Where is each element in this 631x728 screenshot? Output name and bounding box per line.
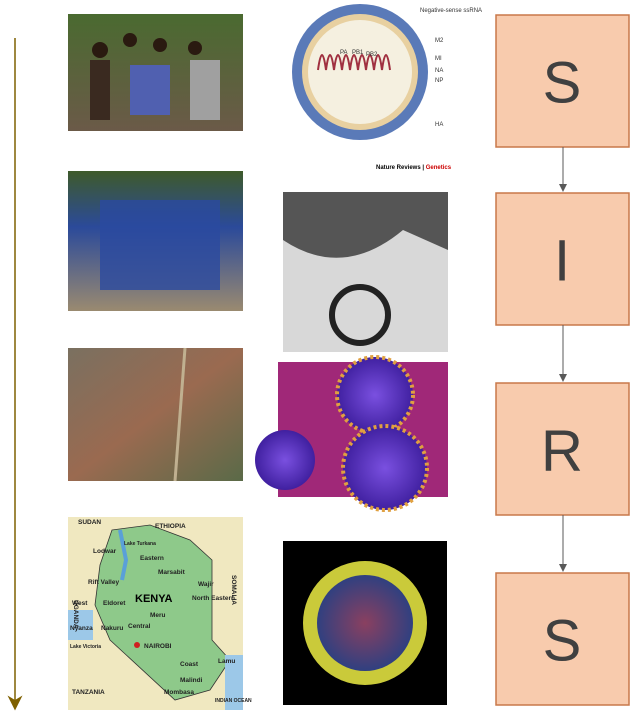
map-label: Central [128,623,151,630]
map-label: Lodwar [93,548,117,555]
map-label: Malindi [180,677,203,684]
stage-box [495,572,630,706]
photo-purple-virus [255,355,448,512]
map-label: Coast [180,661,199,668]
stage-label: I [554,229,570,294]
stage-box [495,382,630,516]
map-label: West [72,600,88,607]
photo-schoolchildren [68,171,243,311]
map-label: SUDAN [78,519,101,526]
map-label: ETHIOPIA [155,523,186,530]
virus-label: PB1 [352,50,364,56]
map-label: SOMALIA [230,575,237,605]
map-label: INDIAN OCEAN [215,698,252,704]
sir-flow: S I R S [495,14,630,706]
stage-label: S [543,609,582,674]
map-label: Marsabit [158,569,186,576]
virus-label: PB2 [366,52,378,58]
map-label: Nyanza [70,625,93,632]
map-label: TANZANIA [72,689,105,696]
map-label: Lake Victoria [70,644,101,650]
kenya-map: SUDAN ETHIOPIA UGANDA SOMALIA TANZANIA K… [68,517,252,710]
map-label: Rift Valley [88,579,119,586]
map-label: Meru [150,612,166,619]
stage-label: R [541,419,583,484]
map-label: NAIROBI [144,643,172,650]
virus-label: M2 [435,38,444,44]
map-label: Lake Turkana [124,541,156,547]
stage-box [495,192,630,326]
map-label: Wajir [198,581,214,588]
credit: Nature Reviews | Genetics [376,165,452,171]
virus-label: Negative-sense ssRNA [420,8,482,14]
map-label: Lamu [218,658,235,665]
virus-label: HA [435,122,443,128]
stage-box [495,14,630,148]
map-label: North Eastern [192,595,235,602]
photo-aerial-town [68,347,243,482]
map-label: KENYA [135,593,173,605]
virus-label: PA [340,50,348,56]
virus-label: MI [435,56,442,62]
map-label: Mombasa [164,689,194,696]
map-label: Eastern [140,555,164,562]
stage-label: S [543,51,582,116]
photo-village [68,14,243,131]
map-label: UGANDA [72,600,79,629]
virus-label: NP [435,78,443,84]
map-label: Eldoret [103,600,126,607]
map-label: Nakuru [101,625,123,632]
photo-electron-micrograph [283,192,448,352]
virus-diagram: Negative-sense ssRNA M2 MI NA NP HA PA P… [292,4,482,171]
virus-label: NA [435,68,443,74]
render-virus [283,541,447,705]
